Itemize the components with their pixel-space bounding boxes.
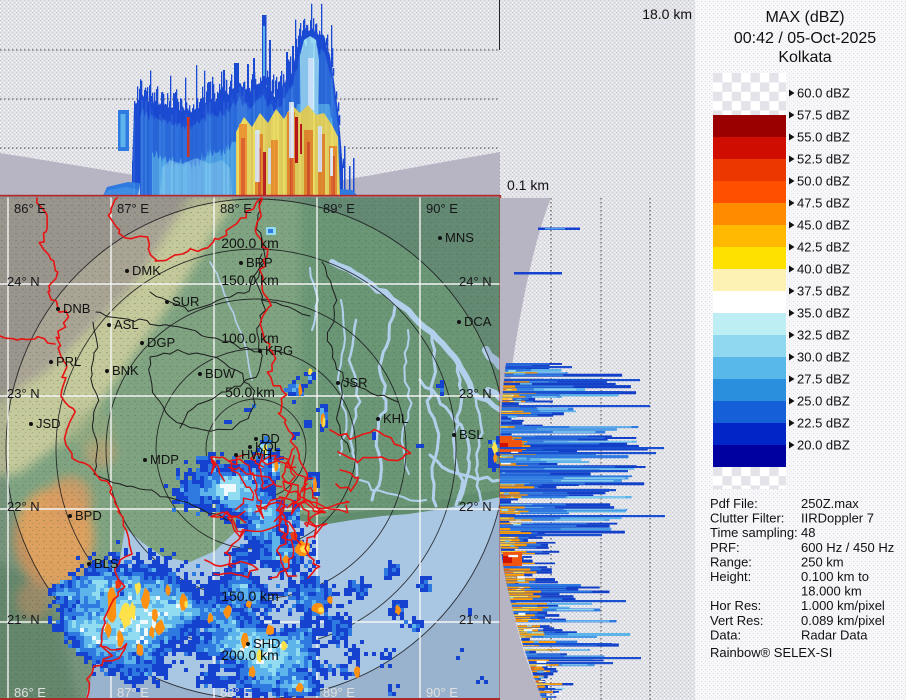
- svg-text:35.0 dBZ: 35.0 dBZ: [797, 306, 850, 321]
- svg-text:50.0 km: 50.0 km: [225, 384, 275, 400]
- svg-text:23° N: 23° N: [7, 386, 40, 401]
- svg-text:250Z.max: 250Z.max: [801, 496, 859, 511]
- svg-text:600 Hz / 450 Hz: 600 Hz / 450 Hz: [801, 540, 894, 555]
- svg-text:BSL: BSL: [459, 427, 484, 442]
- svg-text:DMK: DMK: [132, 263, 161, 278]
- svg-text:BNK: BNK: [112, 363, 139, 378]
- svg-text:ASL: ASL: [114, 317, 139, 332]
- svg-text:SUR: SUR: [172, 294, 199, 309]
- svg-text:PRL: PRL: [56, 354, 81, 369]
- svg-text:150.0 km: 150.0 km: [221, 272, 279, 288]
- svg-text:IIRDoppler 7: IIRDoppler 7: [801, 511, 874, 526]
- svg-text:90° E: 90° E: [426, 201, 458, 216]
- svg-text:JSR: JSR: [343, 375, 368, 390]
- svg-text:88° E: 88° E: [220, 201, 252, 216]
- svg-text:42.5 dBZ: 42.5 dBZ: [797, 240, 850, 255]
- svg-text:00:42 / 05-Oct-2025: 00:42 / 05-Oct-2025: [734, 30, 876, 47]
- svg-text:DD: DD: [261, 431, 280, 446]
- svg-text:25.0 dBZ: 25.0 dBZ: [797, 394, 850, 409]
- svg-text:45.0 dBZ: 45.0 dBZ: [797, 218, 850, 233]
- svg-text:Pdf File:: Pdf File:: [710, 496, 758, 511]
- svg-text:87° E: 87° E: [117, 685, 149, 700]
- svg-text:200.0 km: 200.0 km: [221, 647, 279, 663]
- svg-text:DNB: DNB: [63, 301, 90, 316]
- svg-text:30.0 dBZ: 30.0 dBZ: [797, 350, 850, 365]
- svg-text:MNS: MNS: [445, 230, 474, 245]
- svg-text:200.0 km: 200.0 km: [221, 235, 279, 251]
- svg-text:Data:: Data:: [710, 627, 741, 642]
- svg-text:BRP: BRP: [246, 255, 273, 270]
- svg-text:Clutter Filter:: Clutter Filter:: [710, 511, 784, 526]
- svg-text:89° E: 89° E: [323, 685, 355, 700]
- svg-text:150.0 km: 150.0 km: [221, 588, 279, 604]
- svg-text:88° E: 88° E: [220, 685, 252, 700]
- svg-text:24° N: 24° N: [7, 274, 40, 289]
- svg-text:Range:: Range:: [710, 554, 752, 569]
- svg-text:1.000 km/pixel: 1.000 km/pixel: [801, 598, 885, 613]
- svg-text:89° E: 89° E: [323, 201, 355, 216]
- svg-text:87° E: 87° E: [117, 201, 149, 216]
- svg-text:PRF:: PRF:: [710, 540, 740, 555]
- svg-text:250 km: 250 km: [801, 554, 844, 569]
- svg-text:KRG: KRG: [265, 343, 293, 358]
- svg-text:BLS: BLS: [94, 556, 119, 571]
- svg-text:21° N: 21° N: [459, 612, 492, 627]
- svg-text:BDW: BDW: [205, 366, 236, 381]
- svg-text:57.5 dBZ: 57.5 dBZ: [797, 108, 850, 123]
- svg-text:Height:: Height:: [710, 569, 751, 584]
- svg-text:Time sampling:: Time sampling:: [710, 525, 798, 540]
- svg-text:Kolkata: Kolkata: [778, 49, 831, 66]
- svg-text:47.5 dBZ: 47.5 dBZ: [797, 196, 850, 211]
- svg-text:52.5 dBZ: 52.5 dBZ: [797, 152, 850, 167]
- svg-text:0.1 km: 0.1 km: [507, 177, 549, 193]
- svg-text:60.0 dBZ: 60.0 dBZ: [797, 86, 850, 101]
- svg-text:MDP: MDP: [150, 452, 179, 467]
- svg-text:23° N: 23° N: [459, 386, 492, 401]
- svg-text:DCA: DCA: [464, 314, 492, 329]
- svg-text:JSD: JSD: [36, 416, 61, 431]
- svg-text:86° E: 86° E: [14, 685, 46, 700]
- svg-text:18.000 km: 18.000 km: [801, 584, 862, 599]
- svg-text:SHD: SHD: [253, 636, 280, 651]
- svg-text:20.0 dBZ: 20.0 dBZ: [797, 438, 850, 453]
- svg-text:BPD: BPD: [75, 508, 102, 523]
- svg-text:32.5 dBZ: 32.5 dBZ: [797, 328, 850, 343]
- svg-text:24° N: 24° N: [459, 274, 492, 289]
- svg-text:100.0 km: 100.0 km: [221, 330, 279, 346]
- svg-text:Rainbow® SELEX-SI: Rainbow® SELEX-SI: [710, 645, 832, 660]
- svg-text:37.5 dBZ: 37.5 dBZ: [797, 284, 850, 299]
- svg-text:MAX (dBZ): MAX (dBZ): [765, 9, 844, 26]
- svg-text:27.5 dBZ: 27.5 dBZ: [797, 372, 850, 387]
- svg-text:DGP: DGP: [147, 335, 175, 350]
- svg-text:HWH: HWH: [241, 447, 272, 462]
- svg-text:55.0 dBZ: 55.0 dBZ: [797, 130, 850, 145]
- svg-text:86° E: 86° E: [14, 201, 46, 216]
- svg-text:40.0 dBZ: 40.0 dBZ: [797, 262, 850, 277]
- svg-text:90° E: 90° E: [426, 685, 458, 700]
- svg-text:48: 48: [801, 525, 815, 540]
- svg-text:KHL: KHL: [383, 411, 408, 426]
- svg-text:18.0 km: 18.0 km: [642, 6, 692, 22]
- svg-text:0.089 km/pixel: 0.089 km/pixel: [801, 613, 885, 628]
- svg-text:0.100 km to: 0.100 km to: [801, 569, 869, 584]
- svg-text:Radar Data: Radar Data: [801, 627, 868, 642]
- svg-text:50.0 dBZ: 50.0 dBZ: [797, 174, 850, 189]
- svg-text:22° N: 22° N: [7, 499, 40, 514]
- svg-text:22° N: 22° N: [459, 499, 492, 514]
- svg-text:Hor Res:: Hor Res:: [710, 598, 761, 613]
- svg-text:KOL: KOL: [255, 439, 281, 454]
- svg-text:Vert Res:: Vert Res:: [710, 613, 763, 628]
- svg-text:21° N: 21° N: [7, 612, 40, 627]
- svg-text:22.5 dBZ: 22.5 dBZ: [797, 416, 850, 431]
